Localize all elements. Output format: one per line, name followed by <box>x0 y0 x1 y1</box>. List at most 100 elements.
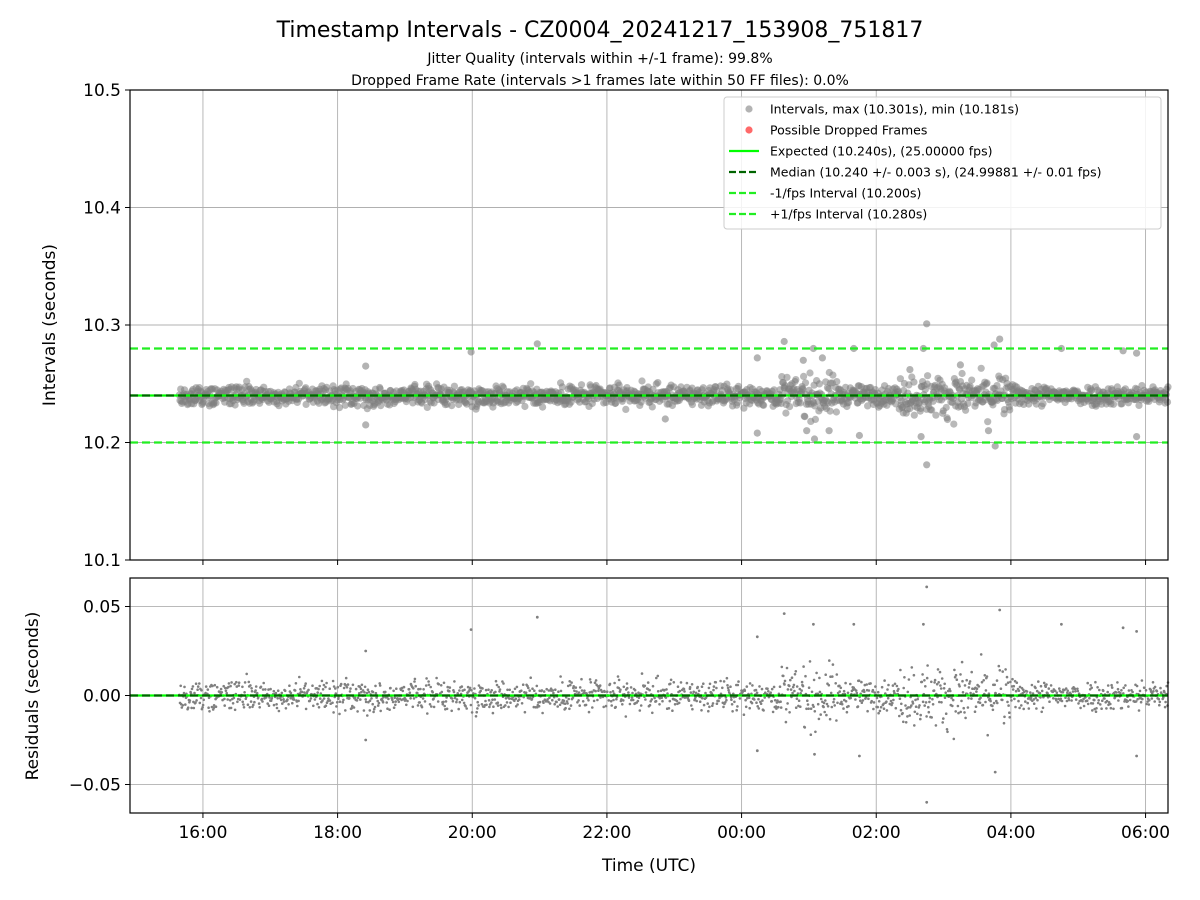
residual-point <box>1036 698 1039 702</box>
residual-point <box>753 698 756 701</box>
residual-point <box>392 689 395 693</box>
residual-point <box>183 685 186 689</box>
residual-point <box>696 685 699 689</box>
interval-point <box>801 379 810 387</box>
interval-point <box>577 381 586 389</box>
residual-point <box>190 706 193 710</box>
residual-point <box>923 704 926 707</box>
residual-point <box>413 677 417 681</box>
residual-point <box>943 696 947 699</box>
residual-point <box>501 680 504 683</box>
residual-point <box>726 686 730 690</box>
residual-outlier-point <box>364 649 368 653</box>
residual-point <box>865 683 868 686</box>
residual-point <box>311 684 314 687</box>
residual-point <box>1098 688 1101 692</box>
residual-point <box>445 707 449 711</box>
legend-entry-label: Possible Dropped Frames <box>770 123 927 138</box>
residual-outlier-point <box>998 608 1002 612</box>
residual-point <box>1004 668 1007 671</box>
interval-outlier-point <box>923 320 931 328</box>
residual-point <box>548 702 552 705</box>
residual-point <box>250 687 253 690</box>
residual-point <box>809 707 813 710</box>
x-tick-label: 16:00 <box>178 823 227 843</box>
residual-point <box>1162 696 1165 699</box>
residual-point <box>1153 685 1157 689</box>
residual-point <box>859 699 862 702</box>
interval-point <box>864 402 872 410</box>
residual-point <box>252 703 255 707</box>
residual-point <box>855 691 859 695</box>
chart-subtitle-jitter: Jitter Quality (intervals within +/-1 fr… <box>426 51 772 67</box>
residual-point <box>376 704 380 707</box>
residual-point <box>235 685 239 688</box>
residual-outlier-point <box>812 622 815 626</box>
residual-point <box>755 691 759 695</box>
residual-point <box>1034 696 1038 700</box>
residual-point <box>1141 697 1144 701</box>
residual-point <box>1055 691 1059 694</box>
residual-point <box>227 685 230 689</box>
residual-point <box>991 708 995 712</box>
residual-point <box>772 685 776 689</box>
residual-point <box>918 704 921 707</box>
residual-point <box>181 704 185 707</box>
residual-point <box>1011 677 1014 681</box>
residual-point <box>274 691 278 695</box>
residual-point <box>316 691 320 694</box>
residual-point <box>1039 684 1043 688</box>
residual-point <box>936 668 940 671</box>
residual-point <box>473 696 477 700</box>
residual-point <box>617 686 621 690</box>
residual-point <box>964 716 967 720</box>
residual-point <box>455 698 459 701</box>
residual-point <box>790 676 794 679</box>
residual-point <box>435 676 438 680</box>
residual-point <box>509 701 512 704</box>
chart-title: Timestamp Intervals - CZ0004_20241217_15… <box>276 18 924 43</box>
legend-marker-dropped <box>745 126 753 134</box>
residual-point <box>204 685 208 688</box>
residual-point <box>1035 689 1039 693</box>
residual-point <box>800 680 804 684</box>
residual-point <box>1138 689 1142 693</box>
interval-point <box>943 415 952 424</box>
residual-point <box>1035 707 1038 710</box>
residual-point <box>953 668 956 672</box>
x-tick-label: 18:00 <box>313 823 362 843</box>
interval-point <box>450 382 458 390</box>
interval-point <box>734 382 743 390</box>
residual-point <box>1057 697 1060 701</box>
residual-point <box>1142 686 1146 689</box>
residual-point <box>946 689 950 693</box>
residual-point <box>861 699 865 702</box>
residual-point <box>1077 702 1080 705</box>
residual-point <box>973 710 977 713</box>
residual-point <box>615 697 618 701</box>
residual-outlier-point <box>925 800 929 804</box>
interval-point <box>924 372 932 380</box>
residual-point <box>1074 690 1077 693</box>
residual-point <box>747 696 751 699</box>
residual-point <box>937 681 940 684</box>
residual-point <box>916 712 919 716</box>
residual-point <box>631 698 635 702</box>
residual-point <box>351 683 355 687</box>
residual-point <box>531 687 534 690</box>
residual-point <box>360 690 363 694</box>
interval-point <box>782 409 790 417</box>
residual-point <box>450 709 454 713</box>
residual-point <box>532 705 536 709</box>
residual-point <box>457 707 461 711</box>
residual-point <box>319 692 323 695</box>
residual-point <box>829 691 833 695</box>
residual-point <box>774 705 778 708</box>
residual-point <box>583 689 586 692</box>
residual-point <box>1109 706 1113 710</box>
residual-point <box>646 681 650 684</box>
interval-outlier-point <box>780 337 788 346</box>
residual-point <box>444 700 448 703</box>
residual-point <box>307 688 310 692</box>
residual-point <box>808 660 812 663</box>
